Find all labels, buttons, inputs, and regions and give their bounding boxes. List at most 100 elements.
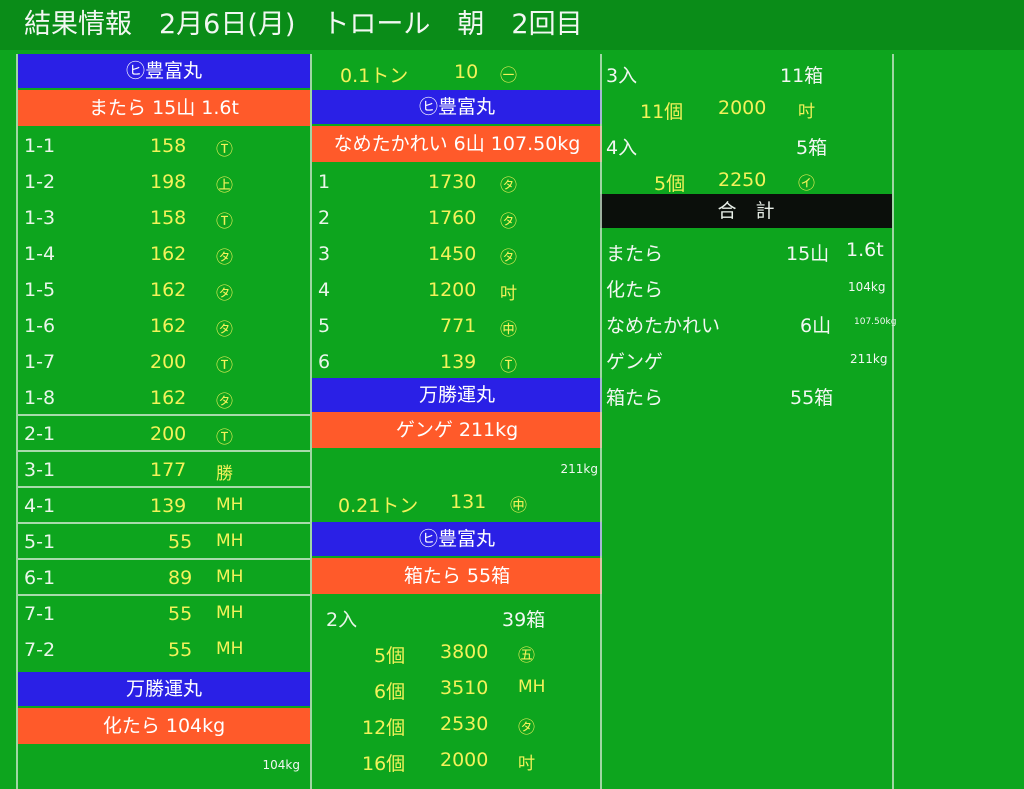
row-value: 3800 — [440, 641, 489, 663]
item-header: なめたかれい 6山 107.50kg — [312, 126, 602, 162]
buyer-mark-icon: Ⓣ — [500, 356, 517, 376]
item-header: 化たら 104kg — [18, 708, 310, 744]
row-id: 5 — [318, 315, 331, 337]
piece-count: 5個 — [654, 173, 686, 195]
row-value: 2000 — [440, 749, 489, 771]
total-count: 6山 — [800, 315, 832, 337]
total-amount: 1.6t — [846, 239, 884, 261]
buyer-mark-icon: 吋 — [798, 102, 815, 122]
row-value: 158 — [150, 135, 187, 157]
row-value: 1200 — [428, 279, 477, 301]
row-id: 1-7 — [24, 351, 56, 373]
buyer-mark-icon: ㊥ — [500, 320, 517, 340]
piece-count: 5個 — [374, 645, 406, 667]
item-header: ゲンゲ 211kg — [312, 412, 602, 448]
row-id: 1-1 — [24, 135, 56, 157]
iri-label: 4入 — [606, 137, 638, 159]
ship-header: 万勝運丸 — [312, 378, 602, 412]
buyer-mark-icon: MH — [518, 677, 546, 697]
buyer-mark-icon: ㋟ — [500, 212, 517, 232]
buyer-mark-icon: MH — [216, 603, 244, 623]
row-value: 10 — [454, 61, 479, 83]
buyer-mark-icon: ㋟ — [500, 176, 517, 196]
column-divider — [310, 54, 312, 789]
row-value: 2530 — [440, 713, 489, 735]
total-amount: 104kg — [848, 280, 886, 294]
buyer-mark-icon: Ⓣ — [216, 428, 233, 448]
row-id: 2-1 — [24, 423, 56, 445]
row-quantity: 0.21トン — [338, 495, 419, 517]
table-row: 3入 11箱 — [600, 54, 892, 90]
column-divider — [16, 54, 18, 789]
row-divider — [18, 522, 310, 524]
table-row: 5個 2250 ㋑ — [600, 162, 892, 198]
table-row: 5個 3800 ㊄ — [312, 634, 602, 670]
table-row: 5-1 55 MH — [18, 524, 310, 560]
table-row: 0.1トン 10 ㊀ — [312, 54, 602, 90]
row-value: 139 — [150, 495, 187, 517]
row-value: 3510 — [440, 677, 489, 699]
row-value: 55 — [168, 603, 193, 625]
buyer-mark-icon: 吋 — [518, 754, 535, 774]
ship-header: 万勝運丸 — [18, 672, 310, 706]
row-id: 1-4 — [24, 243, 56, 265]
buyer-mark-icon: MH — [216, 639, 244, 659]
row-value: 89 — [168, 567, 193, 589]
total-row: 化たら 104kg — [600, 268, 892, 304]
row-id: 5-1 — [24, 531, 56, 553]
total-name: またら — [606, 243, 664, 265]
row-value: 2000 — [718, 97, 767, 119]
buyer-mark-icon: ㊄ — [518, 646, 535, 666]
row-value: 158 — [150, 207, 187, 229]
buyer-mark-icon: ㋟ — [216, 320, 233, 340]
piece-count: 11個 — [640, 101, 684, 123]
row-value: 162 — [150, 243, 187, 265]
page-title: 結果情報 2月6日(月) トロール 朝 2回目 — [0, 0, 1024, 50]
row-value: 771 — [440, 315, 477, 337]
column-divider — [892, 54, 894, 789]
table-row: 4-1 139 MH — [18, 488, 310, 524]
total-name: なめたかれい — [606, 315, 721, 337]
row-value: 198 — [150, 171, 187, 193]
row-divider — [18, 594, 310, 596]
row-id: 3-1 — [24, 459, 56, 481]
buyer-mark-icon: ㋟ — [216, 284, 233, 304]
item-total: 211kg — [560, 462, 598, 476]
item-total: 104kg — [262, 758, 300, 772]
row-id: 1-3 — [24, 207, 56, 229]
row-id: 3 — [318, 243, 331, 265]
row-id: 1-6 — [24, 315, 56, 337]
buyer-mark-icon: ㋟ — [216, 392, 233, 412]
row-value: 1760 — [428, 207, 477, 229]
table-row: 1 1730 ㋟ — [312, 164, 602, 200]
table-row: 3-1 177 勝 — [18, 452, 310, 488]
column-4-empty — [892, 54, 1024, 789]
table-row: 1-3 158 Ⓣ — [18, 200, 310, 236]
column-3: 3入 11箱 11個 2000 吋 4入 5箱 5個 2250 ㋑ 合 計 また… — [600, 54, 896, 789]
total-amount: 211kg — [850, 352, 888, 366]
buyer-mark-icon: Ⓣ — [216, 212, 233, 232]
buyer-mark-icon: ㋟ — [500, 248, 517, 268]
buyer-mark-icon: ㋟ — [216, 248, 233, 268]
buyer-mark-icon: ㋟ — [518, 718, 535, 738]
buyer-mark-icon: MH — [216, 495, 244, 515]
total-name: 箱たら — [606, 387, 664, 409]
table-row: 1-8 162 ㋟ — [18, 380, 310, 416]
total-row: 箱たら 55箱 — [600, 376, 892, 412]
row-quantity: 0.1トン — [340, 65, 409, 87]
column-divider — [600, 54, 602, 789]
table-row: 2入 39箱 — [312, 598, 602, 634]
table-row: 0.21トン 131 ㊥ — [312, 484, 602, 520]
buyer-mark-icon: MH — [216, 567, 244, 587]
table-row: 1-2 198 ㊤ — [18, 164, 310, 200]
buyer-mark-icon: MH — [216, 531, 244, 551]
piece-count: 12個 — [362, 717, 406, 739]
row-id: 1-5 — [24, 279, 56, 301]
row-id: 1 — [318, 171, 331, 193]
table-row: 1-1 158 Ⓣ — [18, 128, 310, 164]
row-divider — [18, 486, 310, 488]
table-row: 6 139 Ⓣ — [312, 344, 602, 380]
row-value: 162 — [150, 315, 187, 337]
ship-header: ㋪豊富丸 — [312, 522, 602, 556]
box-count: 11箱 — [780, 65, 824, 87]
